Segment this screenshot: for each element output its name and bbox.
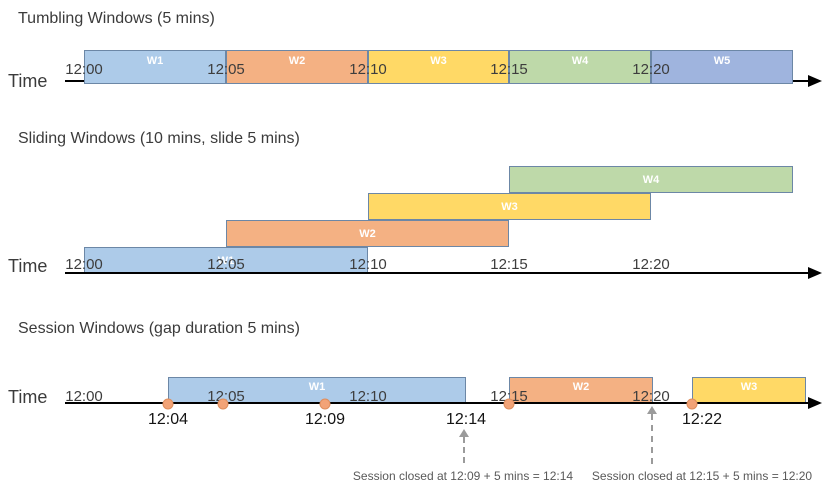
window-label: W2 <box>288 55 306 67</box>
section-title-sliding: Sliding Windows (10 mins, slide 5 mins) <box>18 130 300 147</box>
window-label: W3 <box>740 381 758 393</box>
window-label: W1 <box>146 55 164 67</box>
section-title-tumbling: Tumbling Windows (5 mins) <box>18 10 215 27</box>
time-axis-line <box>65 272 810 274</box>
dashed-arrow-up-icon <box>647 406 657 414</box>
dashed-arrow-stem <box>463 437 465 463</box>
event-time-label: 12:22 <box>681 411 723 428</box>
event-time-label: 12:14 <box>445 411 487 428</box>
event-dot <box>319 398 331 410</box>
event-dot <box>686 398 698 410</box>
axis-arrowhead-icon <box>808 267 822 279</box>
tick-label: 12:00 <box>65 61 103 78</box>
axis-arrowhead-icon <box>808 75 822 87</box>
event-time-label: 12:09 <box>304 411 346 428</box>
window-label: W2 <box>572 381 590 393</box>
tick-label: 12:20 <box>632 388 670 405</box>
session-closed-annotation: Session closed at 12:15 + 5 mins = 12:20 <box>591 469 813 483</box>
window-bar-w3: W3 <box>368 193 651 220</box>
tick-label: 12:05 <box>207 388 245 405</box>
tick-label: 12:05 <box>207 61 245 78</box>
event-time-label: 12:04 <box>147 411 189 428</box>
window-label: W4 <box>642 173 660 186</box>
window-bar-w2: W2 <box>509 377 653 404</box>
tick-label: 12:10 <box>349 61 387 78</box>
window-bar-w2: W2 <box>226 50 368 84</box>
window-label: W2 <box>359 227 376 240</box>
time-axis-line <box>65 402 810 404</box>
tick-label: 12:00 <box>65 256 103 273</box>
window-bar-w3: W3 <box>368 50 509 84</box>
window-label: W5 <box>713 55 731 67</box>
axis-arrowhead-icon <box>808 397 822 409</box>
time-axis-label: Time <box>8 256 48 276</box>
window-bar-w1: W1 <box>168 377 466 404</box>
window-label: W3 <box>501 200 518 213</box>
time-axis-label: Time <box>8 387 48 407</box>
window-bar-w1: W1 <box>84 50 226 84</box>
tick-label: 12:10 <box>349 256 387 273</box>
section-title-session: Session Windows (gap duration 5 mins) <box>18 320 300 337</box>
window-label: W1 <box>217 254 235 267</box>
window-label: W1 <box>308 381 326 393</box>
window-bar-w4: W4 <box>509 166 793 193</box>
tick-label: 12:20 <box>632 256 670 273</box>
tick-label: 12:15 <box>490 61 528 78</box>
tick-label: 12:20 <box>632 61 670 78</box>
window-label: W4 <box>571 55 589 67</box>
tick-label: 12:15 <box>490 256 528 273</box>
event-dot <box>503 398 515 410</box>
tick-label: 12:15 <box>490 388 528 405</box>
window-bar-w2: W2 <box>226 220 509 247</box>
event-dot <box>162 398 174 410</box>
time-axis-label: Time <box>8 71 48 91</box>
window-bar-w4: W4 <box>509 50 651 84</box>
event-dot <box>217 398 229 410</box>
session-closed-annotation: Session closed at 12:09 + 5 mins = 12:14 <box>352 469 574 483</box>
tick-label: 12:05 <box>207 256 245 273</box>
tick-label: 12:00 <box>65 388 103 405</box>
window-label: W3 <box>430 55 447 67</box>
dashed-arrow-stem <box>651 414 653 464</box>
dashed-arrow-up-icon <box>459 429 469 437</box>
tick-label: 12:10 <box>349 388 387 405</box>
window-bar-w3: W3 <box>692 377 806 404</box>
window-bar-w5: W5 <box>651 50 793 84</box>
